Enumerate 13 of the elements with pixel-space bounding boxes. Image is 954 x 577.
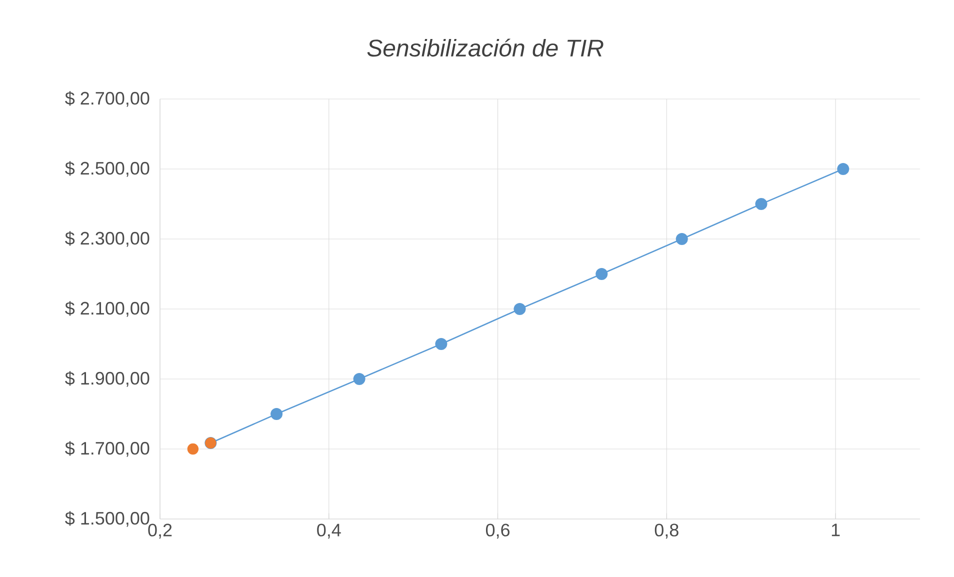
y-tick-label: $ 2.100,00 [65,301,150,317]
x-tick-label: 0,2 [148,524,172,539]
x-tick-label: 0,4 [317,524,341,539]
y-tick-label: $ 1.700,00 [65,441,150,457]
y-tick-label: $ 2.700,00 [65,91,150,107]
x-tick-label: 0,8 [654,524,678,539]
y-tick-label: $ 2.500,00 [65,161,150,177]
y-tick-label: $ 1.500,00 [65,511,150,527]
chart-title: Sensibilización de TIR [367,38,604,57]
y-tick-label: $ 1.900,00 [65,371,150,387]
x-tick-label: 1 [832,524,840,536]
x-tick-label: 0,6 [486,524,510,539]
y-tick-label: $ 2.300,00 [65,231,150,247]
